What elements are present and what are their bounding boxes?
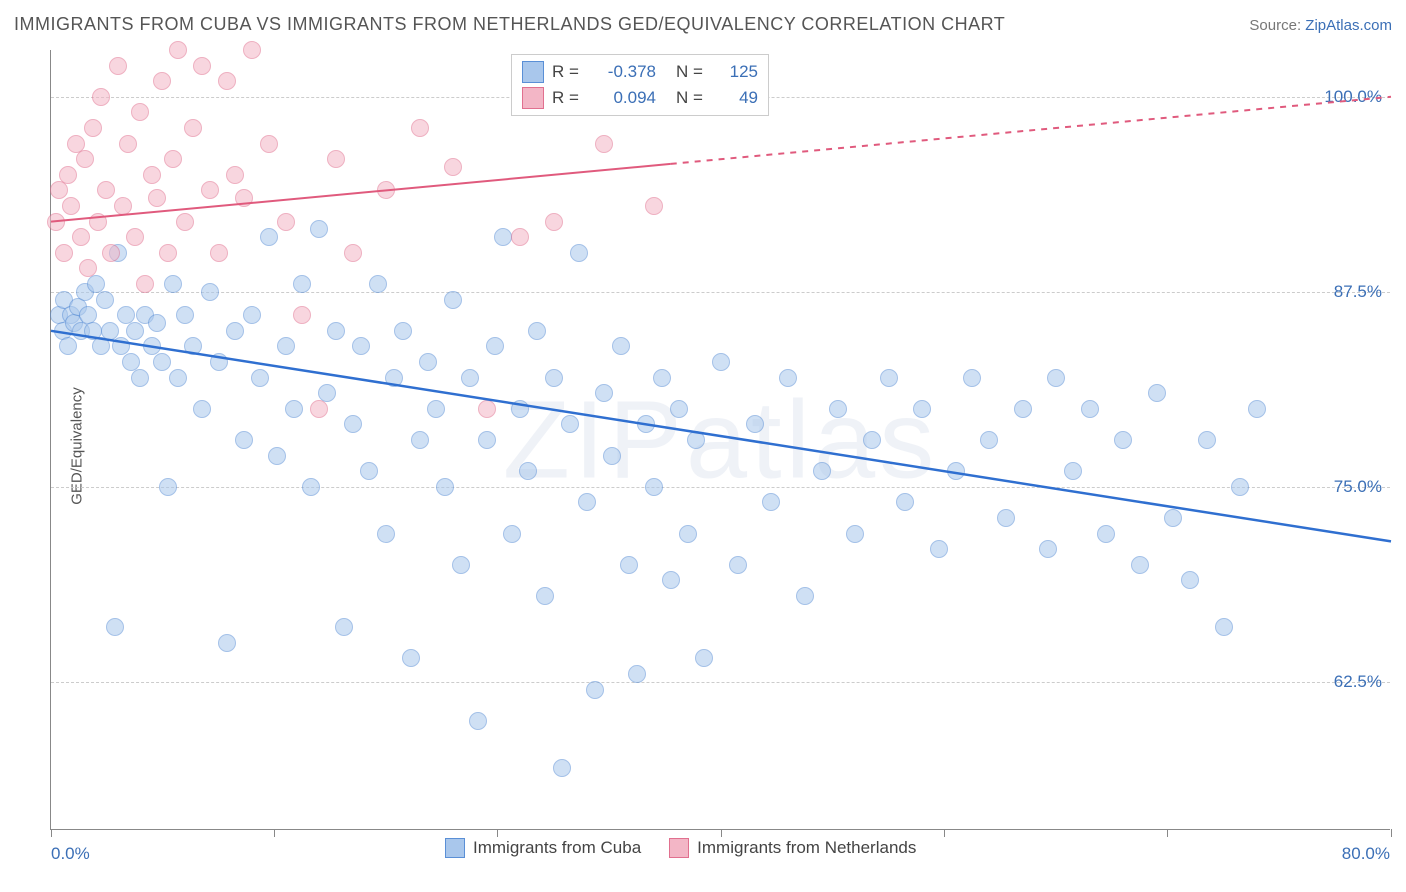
stat-n-label: N = <box>676 62 710 82</box>
source-label: Source: <box>1249 17 1305 34</box>
source-link[interactable]: ZipAtlas.com <box>1305 17 1392 34</box>
regression-lines <box>51 50 1391 830</box>
legend-item: Immigrants from Netherlands <box>669 838 916 858</box>
legend-item-label: Immigrants from Netherlands <box>697 838 916 858</box>
stat-n-value: 49 <box>718 88 758 108</box>
legend-swatch <box>522 61 544 83</box>
chart-header: IMMIGRANTS FROM CUBA VS IMMIGRANTS FROM … <box>14 14 1392 35</box>
legend-bottom: Immigrants from Cuba Immigrants from Neth… <box>445 838 916 858</box>
stat-n-label: N = <box>676 88 710 108</box>
trend-line-dashed <box>671 97 1391 164</box>
legend-item-label: Immigrants from Cuba <box>473 838 641 858</box>
stat-r-label: R = <box>552 62 586 82</box>
stat-r-value: -0.378 <box>594 62 656 82</box>
chart-title: IMMIGRANTS FROM CUBA VS IMMIGRANTS FROM … <box>14 14 1005 35</box>
legend-stats: R = -0.378 N = 125 R = 0.094 N = 49 <box>511 54 769 116</box>
stat-r-label: R = <box>552 88 586 108</box>
legend-stats-row: R = -0.378 N = 125 <box>522 59 758 85</box>
stat-n-value: 125 <box>718 62 758 82</box>
legend-item: Immigrants from Cuba <box>445 838 641 858</box>
x-tick <box>1167 829 1168 837</box>
legend-swatch <box>445 838 465 858</box>
x-tick-label: 80.0% <box>1342 844 1390 864</box>
x-tick <box>721 829 722 837</box>
trend-line-solid <box>51 331 1391 542</box>
legend-swatch <box>522 87 544 109</box>
legend-stats-row: R = 0.094 N = 49 <box>522 85 758 111</box>
source-attribution: Source: ZipAtlas.com <box>1249 17 1392 34</box>
stat-r-value: 0.094 <box>594 88 656 108</box>
legend-swatch <box>669 838 689 858</box>
x-tick <box>497 829 498 837</box>
x-tick <box>51 829 52 837</box>
x-tick <box>1391 829 1392 837</box>
x-tick-label: 0.0% <box>51 844 90 864</box>
x-tick <box>944 829 945 837</box>
trend-line-solid <box>51 164 671 222</box>
x-tick <box>274 829 275 837</box>
scatter-chart: ZIPatlas 62.5%75.0%87.5%100.0%0.0%80.0%R… <box>50 50 1390 830</box>
